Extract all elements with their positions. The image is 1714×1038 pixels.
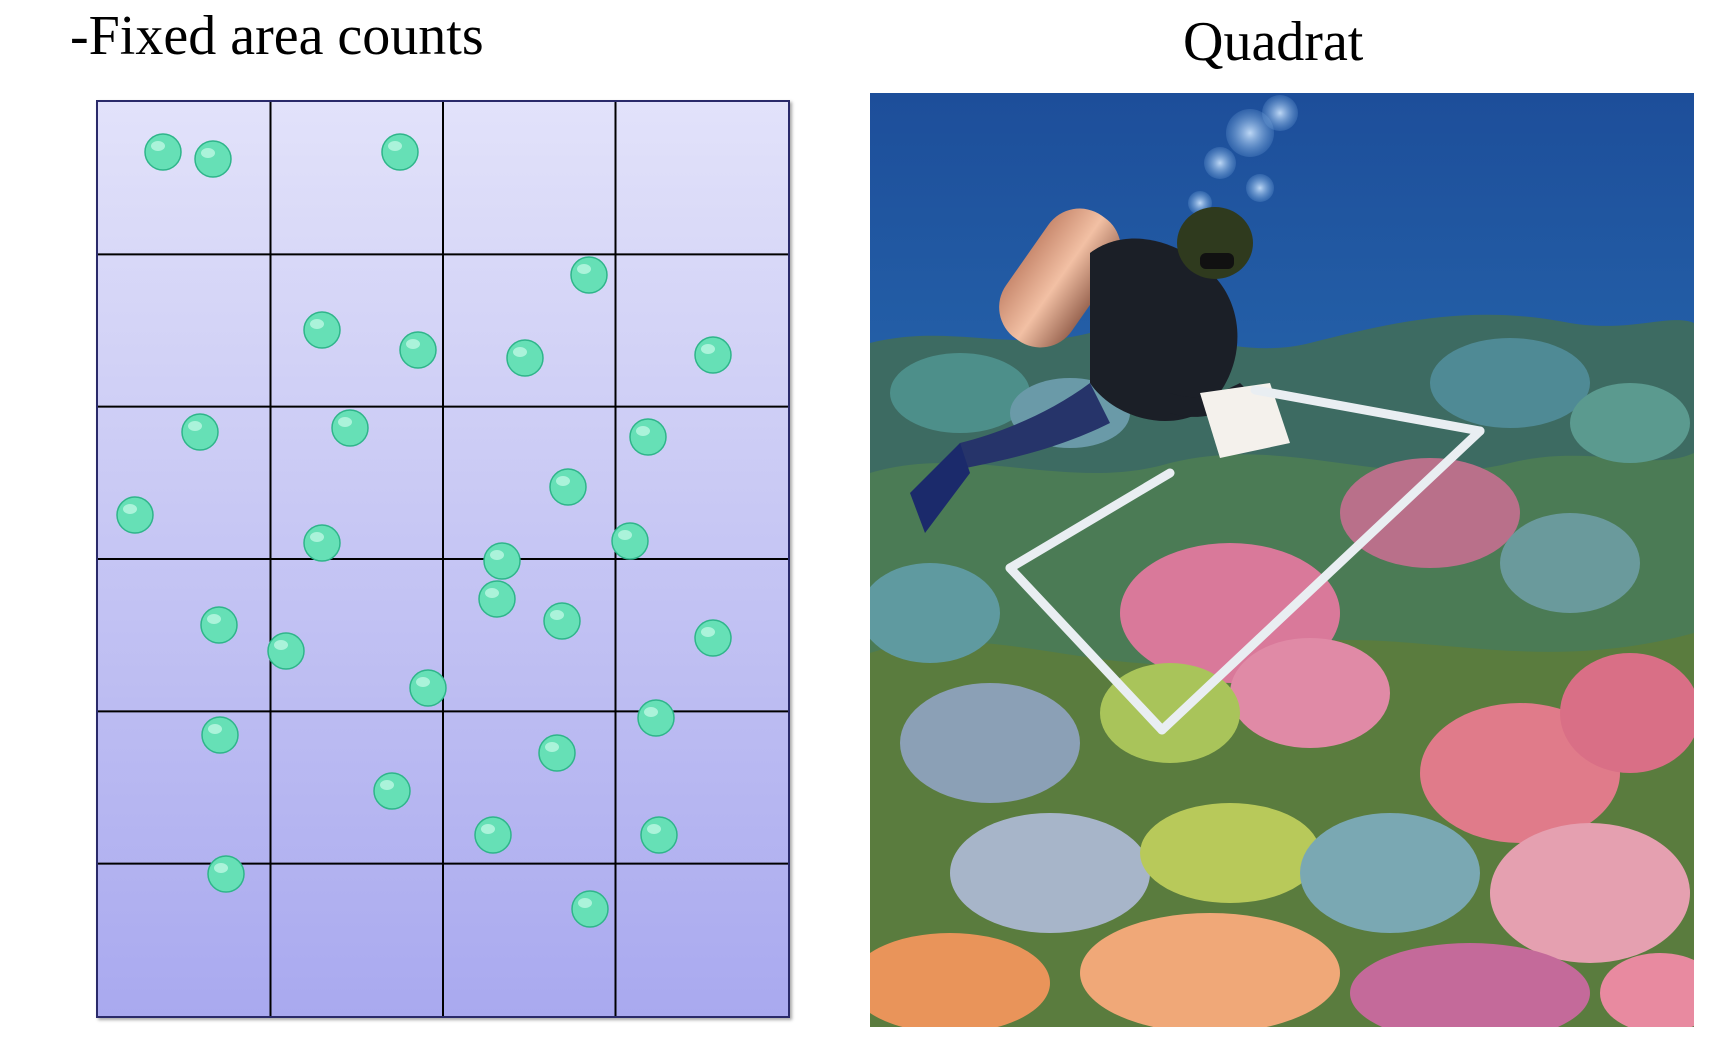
- organism-dot: [538, 734, 576, 772]
- quadrat-frame: [1005, 385, 1485, 735]
- organism-dot: [144, 133, 182, 171]
- diver: [910, 207, 1290, 533]
- dot-highlight: [208, 724, 222, 734]
- dot-highlight: [388, 141, 402, 151]
- dot-highlight: [310, 532, 324, 542]
- organism-dot: [694, 336, 732, 374]
- dot-highlight: [647, 824, 661, 834]
- dot-highlight: [207, 614, 221, 624]
- quadrat-photo: [870, 93, 1694, 1027]
- dot-highlight: [577, 264, 591, 274]
- coral-reef-photo-illustration: [870, 93, 1694, 1027]
- dot-highlight: [545, 742, 559, 752]
- organism-dot: [637, 699, 675, 737]
- organism-dot: [611, 522, 649, 560]
- dot-highlight: [201, 148, 215, 158]
- dot-highlight: [701, 627, 715, 637]
- coral-clusters: [870, 338, 1694, 1027]
- dot-highlight: [188, 421, 202, 431]
- grid-svg: [98, 102, 788, 1016]
- bubbles: [1188, 95, 1298, 243]
- organism-dot: [549, 468, 587, 506]
- dot-highlight: [214, 863, 228, 873]
- dot-highlight: [338, 417, 352, 427]
- dot-highlight: [416, 677, 430, 687]
- dot-highlight: [701, 344, 715, 354]
- organism-dot: [194, 140, 232, 178]
- dot-highlight: [644, 707, 658, 717]
- organism-dot: [409, 669, 447, 707]
- dot-highlight: [490, 550, 504, 560]
- organism-dot: [116, 496, 154, 534]
- organism-dot: [207, 855, 245, 893]
- dot-highlight: [513, 347, 527, 357]
- quadrat-title: Quadrat: [1183, 11, 1364, 73]
- organism-dot: [570, 256, 608, 294]
- dot-highlight: [618, 530, 632, 540]
- organism-dot: [200, 606, 238, 644]
- organism-dot: [694, 619, 732, 657]
- fixed-area-counts-title: -Fixed area counts: [70, 5, 484, 67]
- organism-dot: [303, 524, 341, 562]
- organism-dot: [381, 133, 419, 171]
- dot-highlight: [380, 780, 394, 790]
- organism-dot: [331, 409, 369, 447]
- dot-highlight: [578, 898, 592, 908]
- dot-highlight: [274, 640, 288, 650]
- organism-dot: [506, 339, 544, 377]
- dot-highlight: [310, 319, 324, 329]
- dot-highlight: [556, 476, 570, 486]
- organism-dot: [571, 890, 609, 928]
- organism-dot: [543, 602, 581, 640]
- organism-dot: [478, 580, 516, 618]
- fixed-area-grid: [96, 100, 790, 1018]
- dot-highlight: [123, 504, 137, 514]
- organism-dot: [474, 816, 512, 854]
- organism-dot: [201, 716, 239, 754]
- organism-dot: [267, 632, 305, 670]
- dot-highlight: [481, 824, 495, 834]
- organism-dot: [373, 772, 411, 810]
- dot-highlight: [406, 339, 420, 349]
- dot-highlight: [485, 588, 499, 598]
- dot-highlight: [636, 426, 650, 436]
- dot-highlight: [550, 610, 564, 620]
- dot-highlight: [151, 141, 165, 151]
- organism-dot: [629, 418, 667, 456]
- organism-dot: [640, 816, 678, 854]
- organism-dot: [303, 311, 341, 349]
- organism-dot: [399, 331, 437, 369]
- organism-dot: [181, 413, 219, 451]
- organism-dot: [483, 542, 521, 580]
